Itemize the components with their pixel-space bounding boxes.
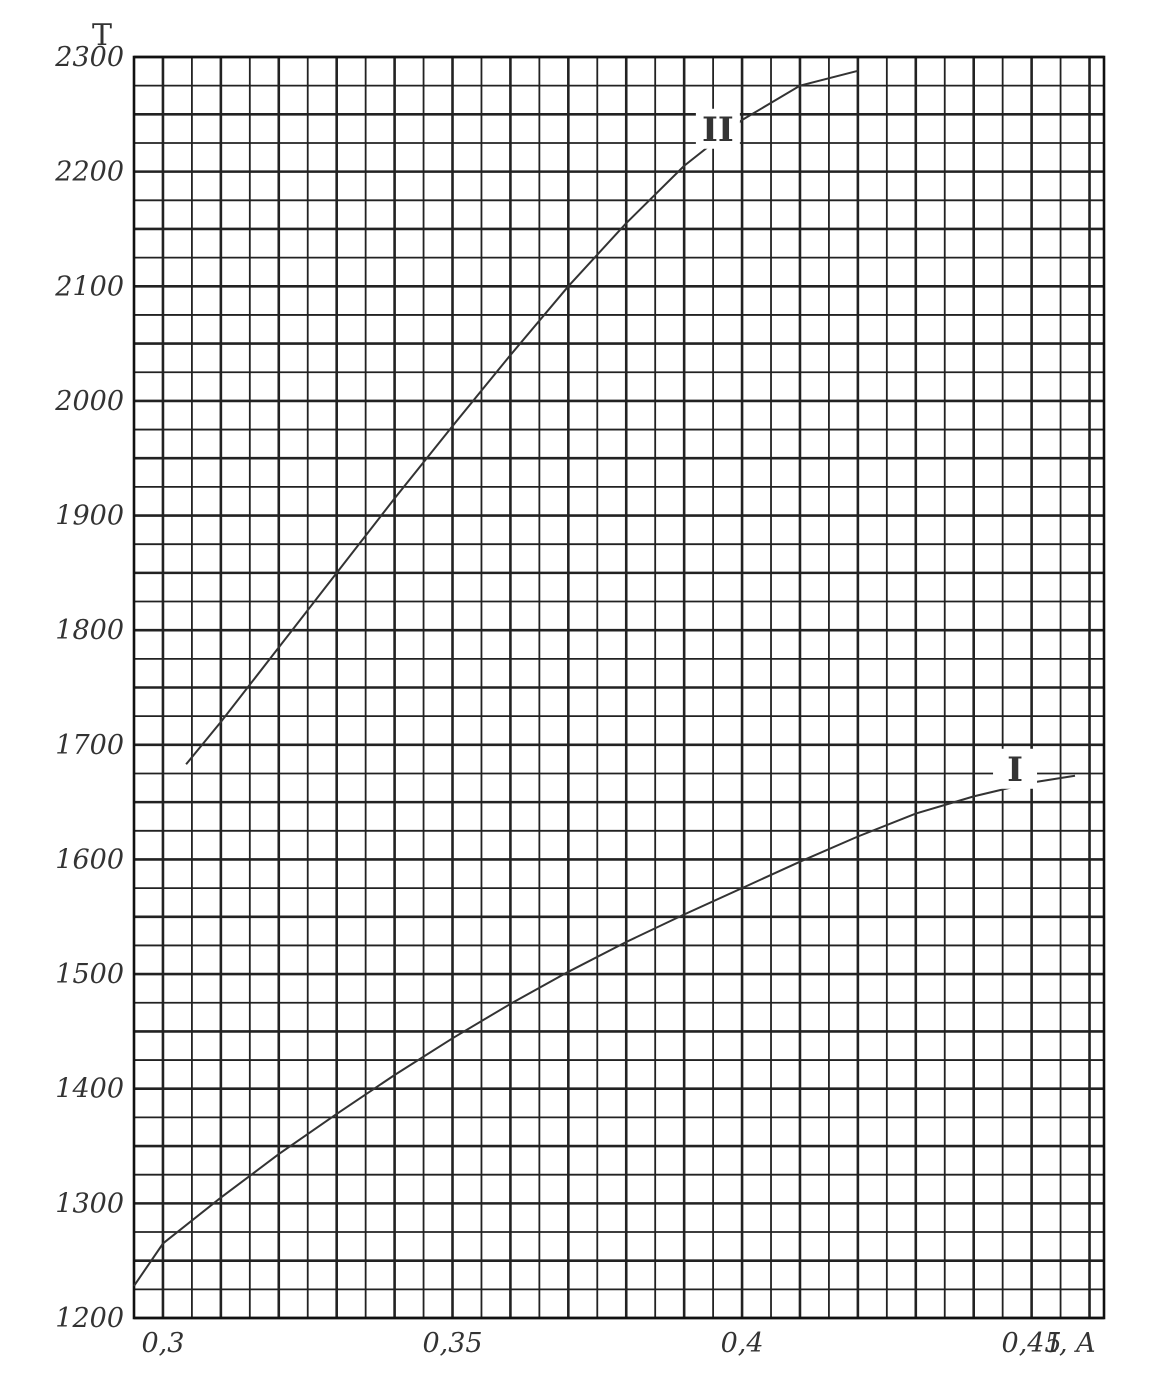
y-tick-label: 2000 xyxy=(54,386,124,417)
series-label-2: II xyxy=(702,110,734,150)
series-line-1 xyxy=(133,774,1076,1287)
series-line-2 xyxy=(185,69,859,765)
x-tick-labels: 0,3 0,35 0,4 0,45 xyxy=(141,1328,1061,1359)
y-tick-label: 2300 xyxy=(54,42,124,73)
x-tick-label: 0,4 xyxy=(721,1328,764,1359)
y-axis-title: T xyxy=(92,18,112,53)
series-label-background xyxy=(695,108,740,149)
y-tick-label: 2100 xyxy=(54,271,124,302)
y-tick-label: 1600 xyxy=(55,844,124,875)
grid xyxy=(133,55,1104,1320)
y-tick-label: 1300 xyxy=(55,1188,124,1219)
plot-frame xyxy=(132,55,1106,1320)
y-tick-label: 1200 xyxy=(55,1303,124,1334)
y-tick-label: 1900 xyxy=(55,501,124,532)
x-tick-label: 0,35 xyxy=(422,1328,482,1359)
y-tick-label: 2200 xyxy=(54,157,124,188)
y-tick-label: 1400 xyxy=(55,1074,124,1105)
y-tick-label: 1800 xyxy=(55,615,124,646)
x-tick-label: 0,45 xyxy=(1002,1328,1062,1359)
series-lines xyxy=(133,69,1076,1287)
y-tick-label: 1500 xyxy=(55,959,124,990)
series-label-background xyxy=(993,748,1038,789)
series-label-1: I xyxy=(1007,750,1023,790)
x-tick-label: 0,3 xyxy=(141,1328,184,1359)
plot-border xyxy=(132,55,1106,1320)
series-labels: III xyxy=(695,108,1038,790)
y-tick-label: 1700 xyxy=(55,730,124,761)
x-axis-title: I, A xyxy=(1047,1328,1095,1359)
y-tick-labels: 1200 1300 1400 1500 1600 1700 1800 1900 2000 2100… xyxy=(54,42,124,1334)
